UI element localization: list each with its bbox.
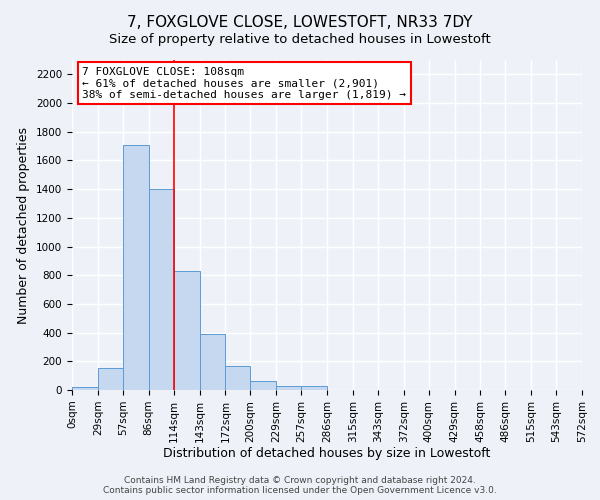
Bar [173, 271, 199, 390]
Text: Size of property relative to detached houses in Lowestoft: Size of property relative to detached ho… [109, 32, 491, 46]
Text: 7, FOXGLOVE CLOSE, LOWESTOFT, NR33 7DY: 7, FOXGLOVE CLOSE, LOWESTOFT, NR33 7DY [127, 15, 473, 30]
Bar [226, 366, 250, 390]
Bar [98, 368, 123, 390]
Bar [199, 334, 226, 390]
X-axis label: Distribution of detached houses by size in Lowestoft: Distribution of detached houses by size … [163, 448, 491, 460]
Bar [301, 386, 327, 390]
Bar [149, 189, 173, 390]
Bar [250, 380, 276, 390]
Text: Contains HM Land Registry data © Crown copyright and database right 2024.
Contai: Contains HM Land Registry data © Crown c… [103, 476, 497, 495]
Y-axis label: Number of detached properties: Number of detached properties [17, 126, 31, 324]
Text: 7 FOXGLOVE CLOSE: 108sqm
← 61% of detached houses are smaller (2,901)
38% of sem: 7 FOXGLOVE CLOSE: 108sqm ← 61% of detach… [82, 66, 406, 100]
Bar [123, 144, 149, 390]
Bar [276, 386, 301, 390]
Bar [72, 387, 98, 390]
